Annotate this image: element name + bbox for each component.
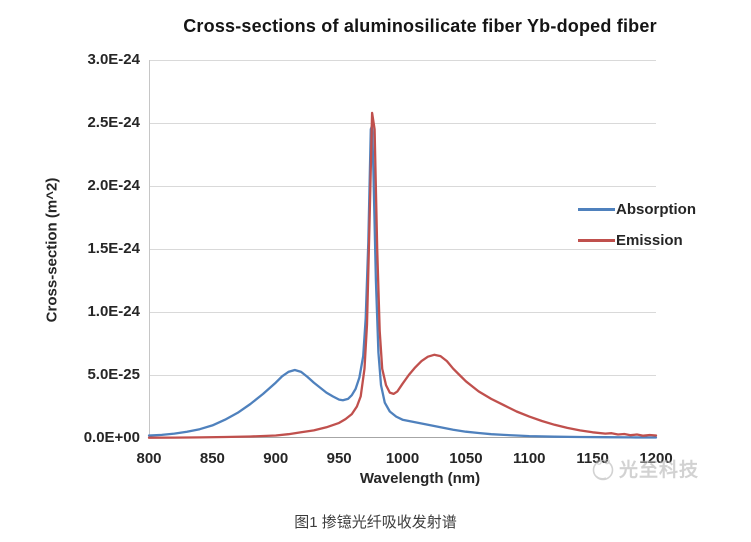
plot-svg <box>147 60 658 439</box>
x-axis-title: Wavelength (nm) <box>359 470 481 487</box>
series-line-emission <box>147 111 658 439</box>
y-tick-label: 0.0E+00 <box>83 429 140 446</box>
y-tick-label: 2.5E-24 <box>87 114 140 131</box>
x-tick-label: 900 <box>263 450 289 467</box>
plot-area <box>147 60 658 439</box>
chart-title: Cross-sections of aluminosilicate fiber … <box>183 16 657 36</box>
x-tick-label: 1050 <box>449 450 483 467</box>
x-tick-label: 950 <box>326 450 352 467</box>
legend-label: Absorption <box>616 201 696 218</box>
legend-line-sample <box>578 239 615 242</box>
x-tick-label: 1000 <box>385 450 420 467</box>
legend-item-emission: Emission <box>578 225 696 256</box>
legend-line-sample <box>578 208 615 211</box>
y-tick-label: 2.0E-24 <box>87 177 140 194</box>
x-tick-label: 1200 <box>639 450 673 467</box>
series-line-absorption <box>147 124 658 439</box>
x-tick-label: 850 <box>199 450 225 467</box>
x-tick-label: 800 <box>136 450 162 467</box>
legend-label: Emission <box>616 232 683 249</box>
y-tick-label: 3.0E-24 <box>87 51 140 68</box>
y-axis-title: Cross-section (m^2) <box>43 177 61 323</box>
y-tick-label: 1.5E-24 <box>87 240 140 257</box>
legend: Absorption Emission <box>578 194 696 256</box>
figure-caption: 图1 掺镱光纤吸收发射谱 <box>294 514 457 531</box>
x-tick-label: 1150 <box>576 450 609 467</box>
legend-item-absorption: Absorption <box>578 194 696 225</box>
x-tick-label: 1100 <box>512 450 546 467</box>
y-tick-label: 1.0E-24 <box>87 303 140 320</box>
y-tick-label: 5.0E-25 <box>87 366 140 383</box>
